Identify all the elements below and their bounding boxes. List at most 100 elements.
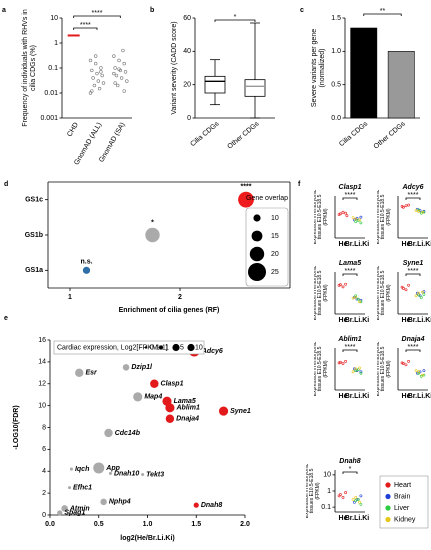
x-tick-label: Br.Li.Ki	[345, 317, 370, 324]
y-tick-label: GS1a	[25, 267, 43, 274]
significance-bracket	[342, 273, 358, 276]
dot	[354, 367, 358, 371]
dot	[351, 498, 355, 501]
plot-title: Adcy6	[401, 184, 423, 191]
dot	[341, 362, 345, 365]
y-axis-label-text: Expression in embryonic tissues E10.5-E1…	[377, 265, 391, 321]
y-axis-label-text: Expression in embryonic tissues E10.5-E1…	[377, 341, 391, 397]
point	[133, 392, 143, 402]
dot	[344, 282, 348, 286]
plot-title: Lama5	[339, 260, 361, 267]
y-tick-label: 0	[187, 115, 191, 122]
dot	[113, 66, 117, 70]
point-label: Map4	[144, 394, 162, 401]
y-tick-label: 10	[38, 402, 46, 409]
significance-label: ****	[345, 268, 356, 275]
legend-box	[53, 340, 205, 355]
dot	[421, 210, 425, 214]
dot	[358, 218, 362, 222]
significance-label: ****	[80, 22, 91, 29]
point	[141, 473, 145, 477]
point-label: Clasp1	[161, 381, 184, 388]
y-tick-label: 20	[183, 82, 191, 89]
x-tick-label: Br.Li.Ki	[345, 241, 370, 248]
bubble	[145, 227, 160, 243]
dot	[116, 83, 120, 88]
panel-label: e	[4, 315, 8, 322]
dot	[344, 211, 348, 215]
y-axis-label-text: Severe variants per gene (normalized)	[311, 28, 326, 108]
bubble	[82, 266, 91, 274]
dot	[354, 499, 358, 503]
dot	[338, 283, 342, 287]
dot	[351, 216, 355, 220]
dot	[414, 209, 418, 212]
panel-label: a	[2, 7, 6, 14]
dot	[351, 370, 355, 374]
significance-label: ****	[345, 344, 356, 351]
y-tick-label: GS1c	[25, 197, 43, 204]
legend-label: 20	[271, 251, 279, 258]
point	[75, 368, 84, 378]
x-tick-label: 0.5	[94, 521, 104, 528]
dot	[404, 363, 408, 367]
point	[122, 364, 130, 371]
point	[193, 502, 199, 508]
plot-title: Clasp1	[339, 184, 362, 191]
point-label: Efhc1	[73, 485, 92, 492]
point-label: Iqch	[75, 466, 89, 473]
dot	[422, 290, 426, 294]
panel-label: d	[4, 181, 8, 188]
legend-point	[158, 345, 164, 350]
significance-bracket	[342, 197, 358, 200]
dot	[88, 58, 93, 63]
legend-swatch	[385, 516, 391, 523]
dot	[414, 369, 418, 373]
dot	[404, 288, 408, 292]
y-tick-label: 0.5	[331, 82, 341, 89]
significance-bracket	[214, 19, 256, 22]
dot	[401, 205, 405, 209]
x-tick-label: He	[339, 241, 348, 248]
dot	[354, 295, 358, 299]
dot	[419, 296, 423, 300]
y-axis-label: -LOG10(FDR)	[13, 405, 20, 449]
dot	[421, 290, 425, 294]
y-tick-label: GS1b	[25, 232, 43, 239]
dot	[93, 54, 98, 58]
point	[100, 498, 107, 506]
point	[67, 486, 72, 490]
x-tick-label: GnomAD (SA)	[98, 121, 126, 163]
x-tick-label: Br.Li.Ki	[345, 393, 370, 400]
x-tick-label: 1	[68, 294, 72, 301]
x-tick-label: CHD	[66, 121, 80, 138]
dot	[114, 73, 119, 78]
dot	[407, 283, 411, 287]
point-label: Adcy6	[201, 348, 223, 355]
y-axis-label: Expression in embryonic tissues E10.5-E1…	[377, 265, 391, 321]
legend-bubble	[249, 246, 265, 262]
dot	[422, 210, 426, 214]
significance-label: n.s.	[80, 259, 92, 266]
dot	[358, 500, 362, 504]
dot	[404, 204, 408, 208]
dot	[344, 360, 348, 363]
point-label: Nphp4	[109, 499, 131, 506]
point-label: Dnah10	[114, 470, 139, 477]
x-tick-label: Cilia CDGs	[189, 120, 220, 148]
y-tick-label: 2	[42, 490, 46, 497]
x-tick-label: Cilia CDGs	[338, 120, 369, 148]
dot	[96, 79, 101, 83]
significance-bracket	[73, 27, 98, 30]
dot	[354, 217, 358, 221]
panel-label: f	[298, 181, 301, 188]
dot	[417, 291, 421, 295]
y-axis-label-text: Variant severity (CADD score)	[171, 21, 179, 115]
x-tick-label: Br.Li.Ki	[408, 317, 431, 324]
dot	[338, 212, 342, 216]
dot	[338, 493, 342, 496]
dot	[354, 369, 358, 373]
legend-label: Brain	[394, 493, 410, 500]
x-tick-label: 2	[178, 294, 182, 301]
